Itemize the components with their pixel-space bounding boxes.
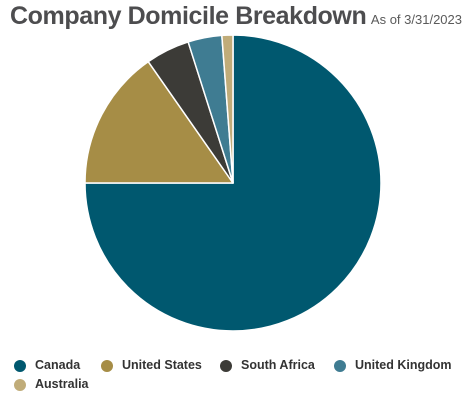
- legend-swatch-south-africa: [220, 360, 232, 372]
- legend-swatch-united-kingdom: [334, 360, 346, 372]
- legend-label-canada: Canada: [35, 358, 81, 372]
- pie-chart: [84, 34, 382, 332]
- chart-title: Company Domicile Breakdown: [10, 2, 367, 30]
- legend-swatch-united-states: [101, 360, 113, 372]
- pie-slice-australia[interactable]: [221, 34, 234, 184]
- legend-label-australia: Australia: [35, 377, 89, 391]
- legend-swatch-canada: [14, 360, 26, 372]
- chart-header: Company Domicile Breakdown As of 3/31/20…: [10, 0, 462, 36]
- legend-label-south-africa: South Africa: [241, 358, 315, 372]
- pie-slice-united-states[interactable]: [84, 60, 234, 184]
- legend-label-united-states: United States: [122, 358, 202, 372]
- legend-swatch-australia: [14, 379, 26, 391]
- as-of-date: As of 3/31/2023: [370, 12, 462, 27]
- legend-label-united-kingdom: United Kingdom: [355, 358, 452, 372]
